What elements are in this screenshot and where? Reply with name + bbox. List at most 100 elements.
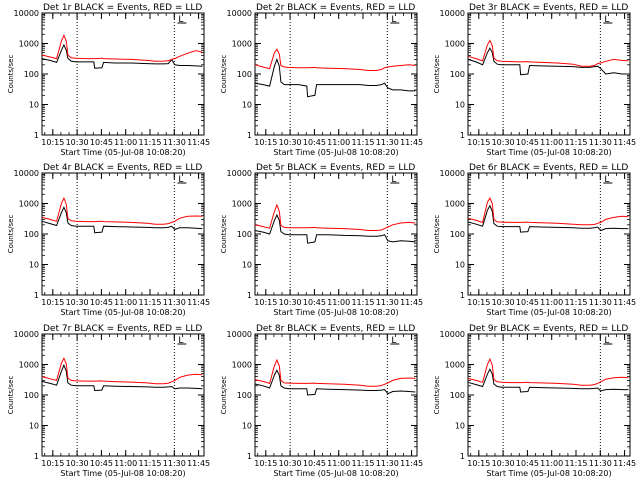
detector-panel: Det 5r BLACK = Events, RED = LLD 1 10 100 10… bbox=[220, 163, 423, 317]
y-axis-label: Counts/sec bbox=[220, 215, 228, 254]
x-tick-label: 11:30 bbox=[589, 138, 612, 147]
detector-panel: Det 3r BLACK = Events, RED = LLD 1 10 100 10… bbox=[433, 3, 636, 157]
x-tick-label: 10:15 bbox=[41, 138, 64, 147]
x-tick-label: 10:30 bbox=[492, 298, 515, 307]
y-tick-label: 1000 bbox=[445, 200, 465, 209]
x-axis-label: Start Time (05-Jul-08 10:08:20) bbox=[60, 469, 185, 478]
x-tick-label: 10:45 bbox=[90, 459, 113, 468]
x-axis-label: Start Time (05-Jul-08 10:08:20) bbox=[273, 469, 398, 478]
x-axis-label: Start Time (05-Jul-08 10:08:20) bbox=[486, 148, 611, 157]
x-tick-label: 11:30 bbox=[376, 298, 399, 307]
x-tick-label: 11:30 bbox=[376, 138, 399, 147]
y-axis-label: Counts/sec bbox=[220, 376, 228, 415]
y-tick-label: 10 bbox=[455, 261, 465, 270]
marker-label: L bbox=[391, 336, 396, 346]
marker-label: L bbox=[178, 175, 183, 185]
plot-frame bbox=[254, 172, 418, 296]
y-tick-label: 100 bbox=[237, 391, 252, 400]
x-tick-label: 11:15 bbox=[351, 138, 374, 147]
y-axis-label: Counts/sec bbox=[7, 376, 15, 415]
y-tick-label: 10000 bbox=[440, 9, 465, 18]
x-tick-label: 11:45 bbox=[187, 459, 210, 468]
x-tick-label: 10:45 bbox=[303, 459, 326, 468]
y-axis-label: Counts/sec bbox=[433, 215, 441, 254]
y-tick-label: 1000 bbox=[445, 361, 465, 370]
x-tick-label: 10:15 bbox=[467, 298, 490, 307]
marker-label: L bbox=[391, 175, 396, 185]
detector-panel: Det 4r BLACK = Events, RED = LLD 1 10 100 10… bbox=[7, 163, 210, 317]
y-tick-label: 10 bbox=[29, 101, 39, 110]
x-tick-label: 10:30 bbox=[66, 298, 89, 307]
y-tick-label: 10000 bbox=[14, 9, 39, 18]
panel-title: Det 6r BLACK = Events, RED = LLD bbox=[469, 163, 628, 173]
plot-frame bbox=[254, 333, 418, 457]
x-tick-label: 10:15 bbox=[467, 459, 490, 468]
x-tick-label: 11:30 bbox=[376, 459, 399, 468]
x-tick-label: 11:15 bbox=[138, 138, 161, 147]
y-axis-label: Counts/sec bbox=[433, 376, 441, 415]
events-series-line bbox=[41, 363, 203, 392]
y-tick-label: 10000 bbox=[440, 169, 465, 178]
lld-series-line bbox=[41, 196, 203, 225]
y-tick-label: 100 bbox=[450, 70, 465, 79]
y-tick-label: 1 bbox=[460, 291, 465, 300]
plot-frame bbox=[254, 12, 418, 136]
y-tick-label: 10000 bbox=[14, 330, 39, 339]
y-tick-label: 1000 bbox=[445, 40, 465, 49]
detector-panel: Det 7r BLACK = Events, RED = LLD 1 10 100 10… bbox=[7, 324, 210, 478]
y-tick-label: 10 bbox=[242, 422, 252, 431]
marker-label: L bbox=[604, 336, 609, 346]
x-tick-label: 10:15 bbox=[467, 138, 490, 147]
y-tick-label: 100 bbox=[24, 391, 39, 400]
lld-series-line bbox=[467, 39, 629, 67]
lld-series-line bbox=[254, 358, 416, 387]
y-tick-label: 1000 bbox=[19, 40, 39, 49]
x-tick-label: 11:30 bbox=[163, 459, 186, 468]
x-tick-label: 11:45 bbox=[613, 459, 636, 468]
detector-panel: Det 2r BLACK = Events, RED = LLD 1 10 100 10… bbox=[220, 3, 423, 157]
marker-label: L bbox=[178, 336, 183, 346]
lld-series-line bbox=[467, 197, 629, 226]
x-tick-label: 10:45 bbox=[90, 298, 113, 307]
events-series-line bbox=[254, 57, 416, 98]
y-tick-label: 10 bbox=[242, 101, 252, 110]
lld-series-line bbox=[254, 48, 416, 71]
events-series-line bbox=[41, 206, 203, 234]
x-tick-label: 10:30 bbox=[279, 298, 302, 307]
x-tick-label: 11:45 bbox=[187, 138, 210, 147]
x-tick-label: 10:45 bbox=[516, 459, 539, 468]
y-axis-label: Counts/sec bbox=[433, 55, 441, 94]
y-tick-label: 1 bbox=[460, 131, 465, 140]
y-tick-label: 10 bbox=[29, 261, 39, 270]
plot-frame bbox=[41, 12, 205, 136]
x-tick-label: 11:45 bbox=[400, 138, 423, 147]
plot-frame bbox=[467, 172, 631, 296]
x-tick-label: 11:00 bbox=[540, 138, 563, 147]
plot-frame bbox=[467, 333, 631, 457]
x-tick-label: 11:45 bbox=[400, 459, 423, 468]
x-tick-label: 10:30 bbox=[279, 138, 302, 147]
events-series-line bbox=[254, 213, 416, 244]
y-tick-label: 100 bbox=[450, 391, 465, 400]
detector-panel: Det 9r BLACK = Events, RED = LLD 1 10 100 10… bbox=[433, 324, 636, 478]
x-tick-label: 11:00 bbox=[114, 298, 137, 307]
panel-title: Det 8r BLACK = Events, RED = LLD bbox=[256, 324, 415, 334]
marker-label: L bbox=[391, 15, 396, 25]
x-tick-label: 11:30 bbox=[163, 138, 186, 147]
panel-title: Det 9r BLACK = Events, RED = LLD bbox=[469, 324, 628, 334]
y-tick-label: 1 bbox=[247, 291, 252, 300]
y-tick-label: 1000 bbox=[19, 200, 39, 209]
x-axis-label: Start Time (05-Jul-08 10:08:20) bbox=[60, 308, 185, 317]
x-tick-label: 11:45 bbox=[613, 138, 636, 147]
x-tick-label: 10:15 bbox=[254, 138, 277, 147]
plot-frame bbox=[41, 333, 205, 457]
y-tick-label: 10 bbox=[455, 101, 465, 110]
y-tick-label: 1 bbox=[34, 452, 39, 461]
x-axis-label: Start Time (05-Jul-08 10:08:20) bbox=[486, 308, 611, 317]
x-axis-label: Start Time (05-Jul-08 10:08:20) bbox=[273, 148, 398, 157]
plot-frame bbox=[41, 172, 205, 296]
x-tick-label: 10:15 bbox=[254, 459, 277, 468]
x-tick-label: 11:00 bbox=[114, 459, 137, 468]
panel-title: Det 4r BLACK = Events, RED = LLD bbox=[43, 163, 202, 173]
detector-panel: Det 8r BLACK = Events, RED = LLD 1 10 100 10… bbox=[220, 324, 423, 478]
